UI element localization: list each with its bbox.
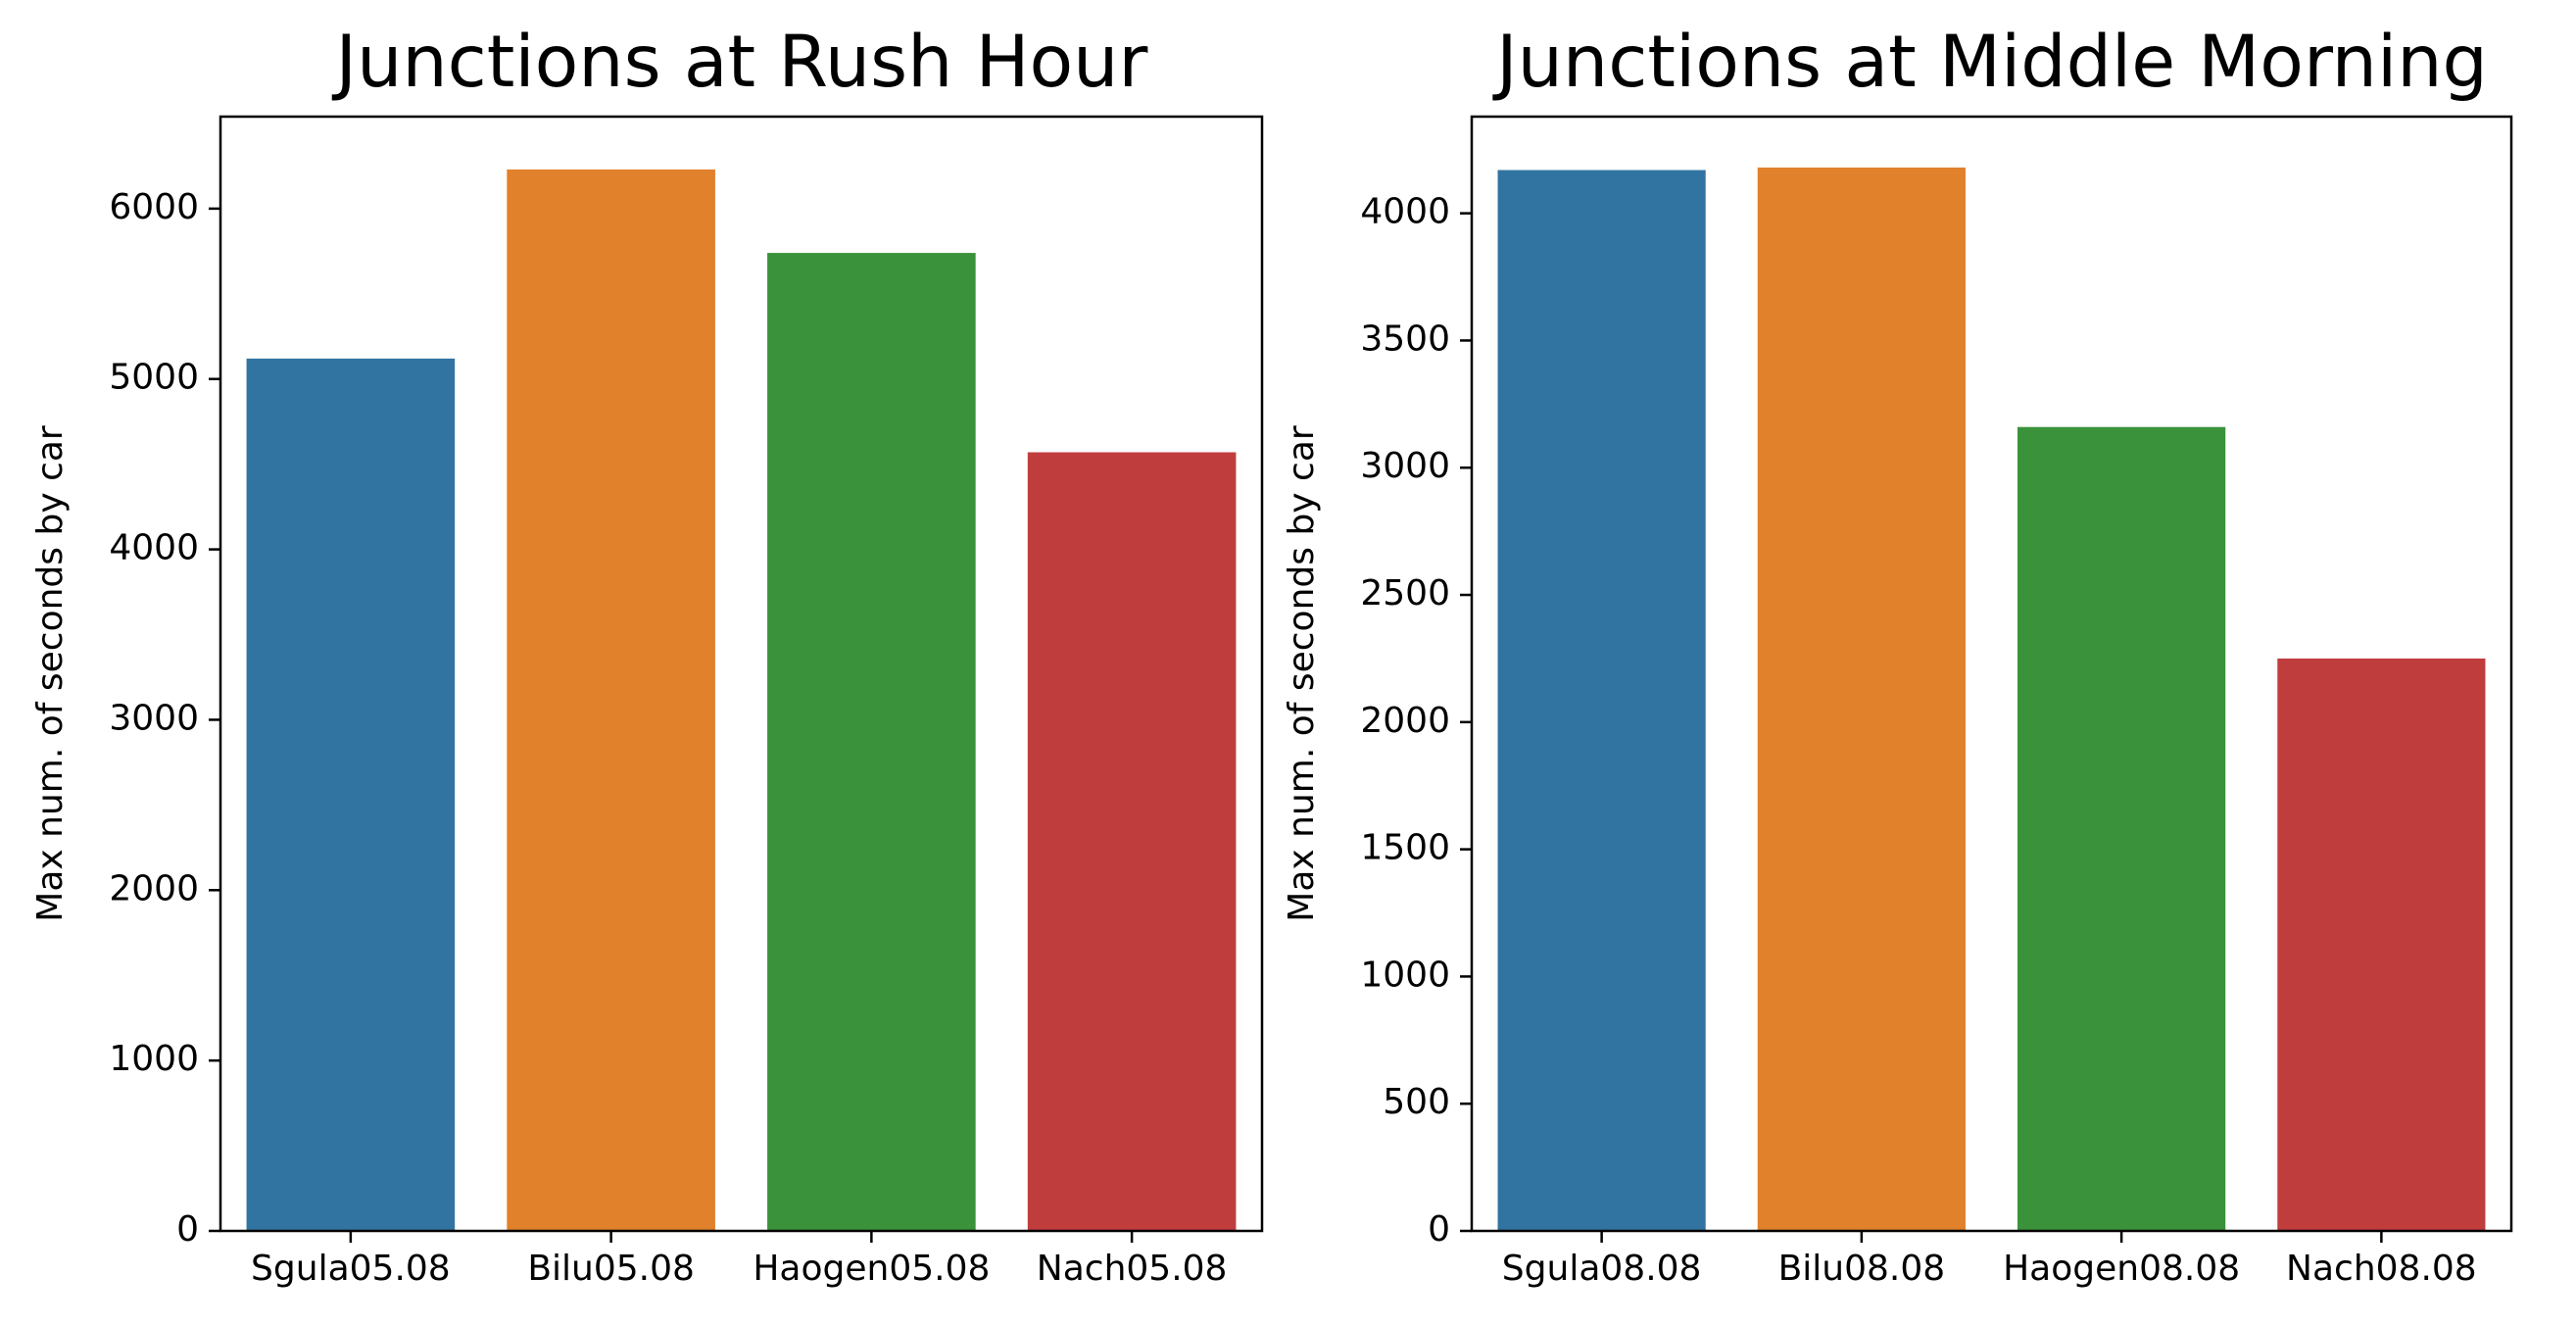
bar-nach05-08 xyxy=(1027,452,1237,1231)
bar-nach08-08 xyxy=(2277,658,2486,1231)
y-tick-label: 1000 xyxy=(1360,955,1450,995)
y-tick-label: 2000 xyxy=(1360,701,1450,741)
y-tick-label: 0 xyxy=(176,1209,199,1250)
y-tick-label: 2000 xyxy=(109,868,199,908)
chart-rush-hour: 0 1000 2000 3000 4000 5000 6000 Sgula05.08 Bilu0… xyxy=(30,21,1264,1289)
y-tick-label: 3500 xyxy=(1360,319,1450,359)
bar-sgula05-08 xyxy=(246,358,456,1231)
bar-bilu05-08 xyxy=(507,169,715,1231)
plot-frame xyxy=(1470,115,2513,1233)
y-tick-label: 0 xyxy=(1428,1209,1450,1250)
y-tick-label: 4000 xyxy=(1360,192,1450,232)
x-tick-label: Haogen05.08 xyxy=(753,1249,990,1289)
bar-bilu08-08 xyxy=(1757,167,1966,1231)
y-tick-label: 2500 xyxy=(1360,573,1450,613)
x-tick-label: Bilu05.08 xyxy=(527,1249,695,1289)
y-axis-label: Max num. of seconds by car xyxy=(30,425,71,922)
chart-title: Junctions at Middle Morning xyxy=(1492,21,2488,104)
y-tick-label: 5000 xyxy=(109,358,199,398)
y-tick-label: 500 xyxy=(1383,1082,1450,1122)
y-tick-label: 6000 xyxy=(109,187,199,227)
y-axis-label: Max num. of seconds by car xyxy=(1282,425,1322,922)
bar-sgula08-08 xyxy=(1497,170,1706,1232)
chart-middle-morning: 0 500 1000 1500 2000 2500 3000 3500 4000 Sgula08.… xyxy=(1282,21,2513,1289)
y-tick-label: 3000 xyxy=(109,698,199,738)
y-tick-label: 3000 xyxy=(1360,446,1450,486)
x-tick-label: Sgula08.08 xyxy=(1502,1249,1702,1289)
y-tick-label: 4000 xyxy=(109,528,199,568)
x-tick-label: Bilu08.08 xyxy=(1778,1249,1946,1289)
chart-title: Junctions at Rush Hour xyxy=(332,21,1149,104)
x-tick-label: Nach05.08 xyxy=(1037,1249,1228,1289)
bar-haogen08-08 xyxy=(2017,426,2226,1232)
plot-frame xyxy=(219,115,1264,1233)
y-tick-label: 1000 xyxy=(109,1039,199,1079)
y-tick-label: 1500 xyxy=(1360,828,1450,868)
x-tick-label: Haogen08.08 xyxy=(2003,1249,2240,1289)
bar-haogen05-08 xyxy=(767,253,976,1231)
x-tick-label: Sgula05.08 xyxy=(251,1249,451,1289)
x-tick-label: Nach08.08 xyxy=(2286,1249,2477,1289)
